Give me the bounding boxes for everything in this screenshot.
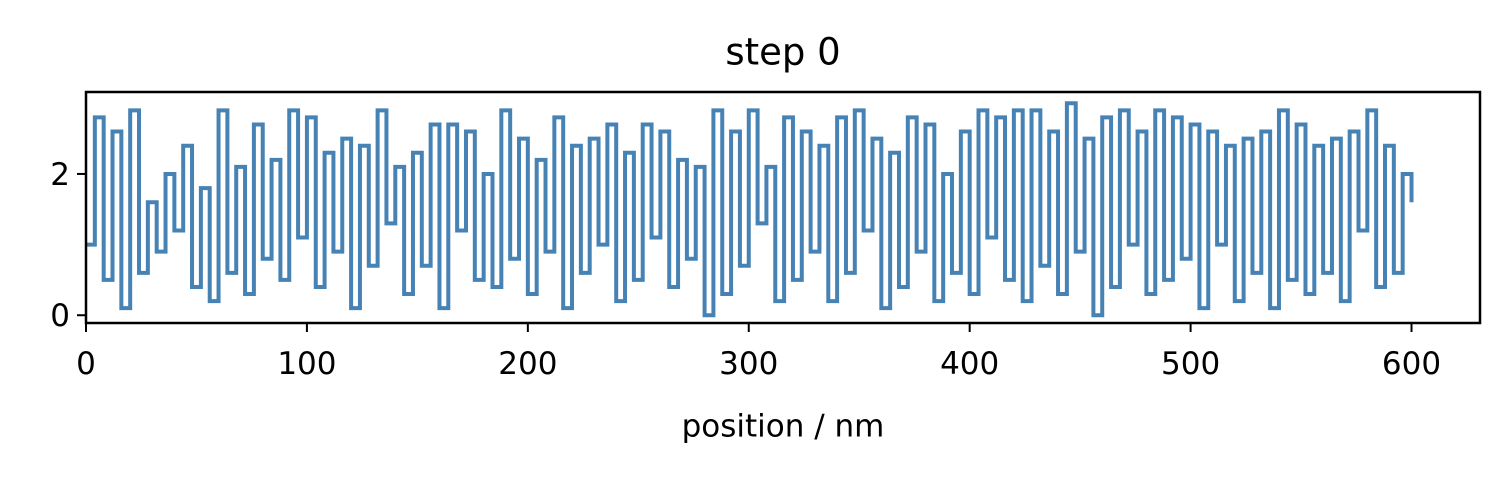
x-tick-label: 500 (1161, 346, 1220, 382)
x-tick-label: 300 (719, 346, 778, 382)
x-tick-label: 0 (76, 346, 96, 382)
data-line (86, 101, 1414, 318)
x-axis-label: position / nm (682, 409, 885, 445)
x-tick-label: 100 (277, 346, 336, 382)
plot-frame (84, 90, 1482, 325)
x-tick-label: 400 (940, 346, 999, 382)
y-tick-label: 2 (50, 157, 70, 193)
chart-title: step 0 (725, 31, 840, 74)
x-tick-label: 600 (1382, 346, 1441, 382)
y-tick-label: 0 (50, 298, 70, 334)
x-tick-label: 200 (498, 346, 557, 382)
